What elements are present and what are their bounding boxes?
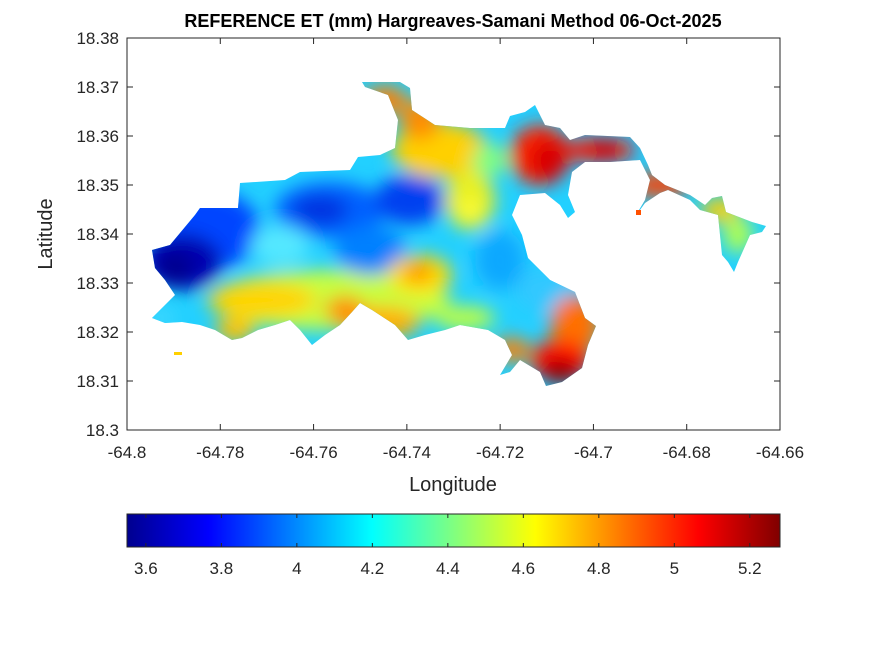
y-axis-ticks: 18.3 18.31 18.32 18.33 18.34 18.35 18.36 18.37 1…	[76, 29, 780, 440]
colorbar-tick-label: 4.6	[512, 559, 536, 578]
x-tick-label: -64.72	[476, 443, 524, 462]
y-tick-label: 18.38	[76, 29, 119, 48]
y-tick-label: 18.35	[76, 176, 119, 195]
colorbar-tick-label: 4.8	[587, 559, 611, 578]
y-tick-label: 18.32	[76, 323, 119, 342]
x-tick-label: -64.7	[574, 443, 613, 462]
x-tick-label: -64.68	[663, 443, 711, 462]
x-tick-label: -64.66	[756, 443, 804, 462]
y-axis-label: Latitude	[35, 198, 57, 269]
chart-title: REFERENCE ET (mm) Hargreaves-Samani Meth…	[184, 11, 721, 31]
islet-north-east	[636, 210, 641, 215]
x-tick-label: -64.78	[196, 443, 244, 462]
colorbar-tick-label: 4.2	[361, 559, 385, 578]
colorbar-ticks: 3.6 3.8 4 4.2 4.4 4.6 4.8 5 5.2	[134, 514, 762, 578]
islet-south-west	[174, 352, 182, 355]
y-tick-label: 18.33	[76, 274, 119, 293]
y-tick-label: 18.31	[76, 372, 119, 391]
y-tick-label: 18.37	[76, 78, 119, 97]
x-axis-ticks: -64.8 -64.78 -64.76 -64.74 -64.72 -64.7 -64.68…	[108, 38, 804, 462]
x-tick-label: -64.76	[289, 443, 337, 462]
colorbar-tick-label: 4	[292, 559, 301, 578]
colorbar-tick-label: 5	[670, 559, 679, 578]
colorbar-tick-label: 3.6	[134, 559, 158, 578]
colorbar	[126, 513, 781, 548]
colorbar-tick-label: 4.4	[436, 559, 460, 578]
x-tick-label: -64.74	[383, 443, 431, 462]
y-tick-label: 18.3	[86, 421, 119, 440]
x-axis-label: Longitude	[409, 474, 497, 496]
colorbar-tick-label: 5.2	[738, 559, 762, 578]
x-tick-label: -64.8	[108, 443, 147, 462]
y-tick-label: 18.36	[76, 127, 119, 146]
y-tick-label: 18.34	[76, 225, 119, 244]
colorbar-tick-label: 3.8	[210, 559, 234, 578]
